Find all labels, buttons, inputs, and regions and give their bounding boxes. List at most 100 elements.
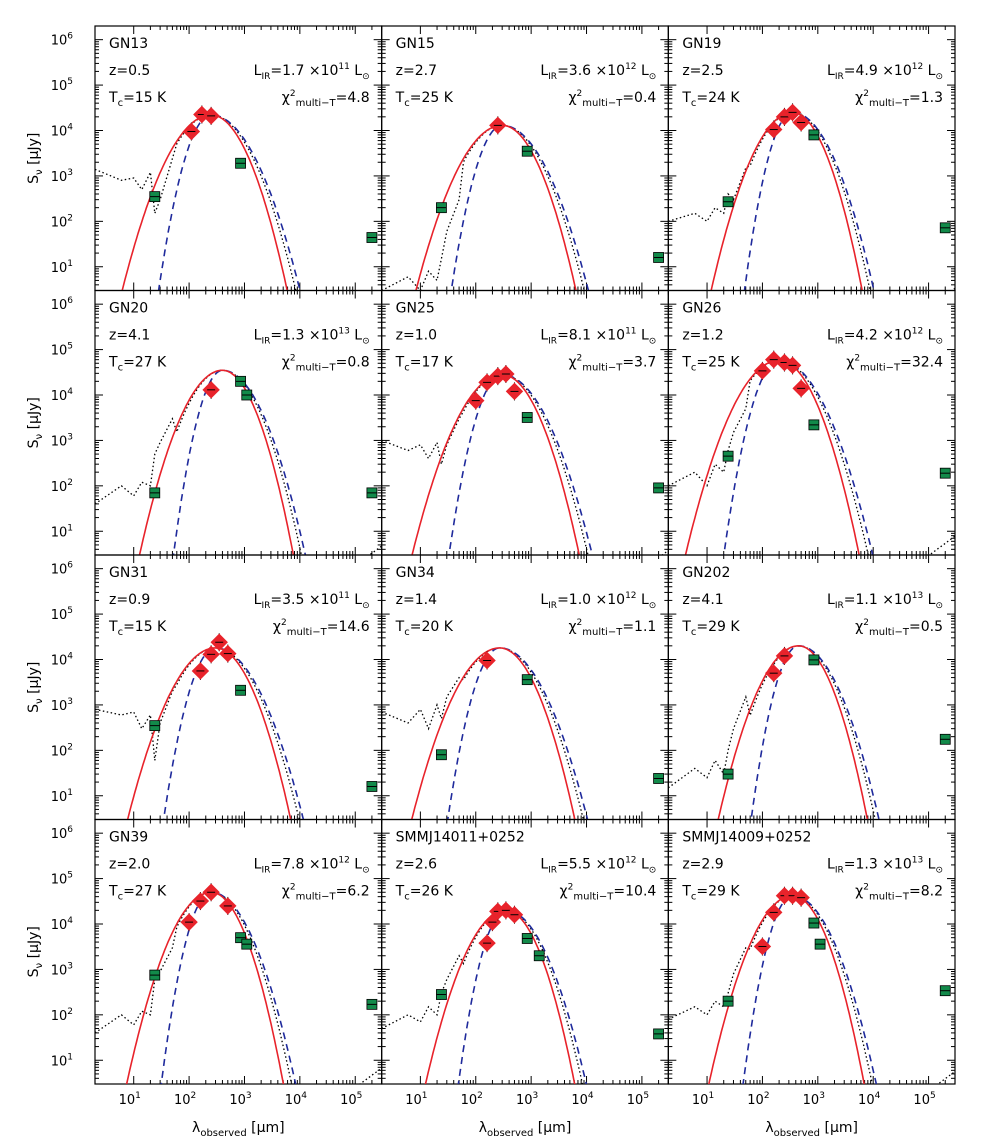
x-tick-label: 104 [858, 1091, 881, 1108]
panel-name: GN20 [109, 301, 148, 317]
panel-gn19: GN19 z=2.5 Tc=24 K LIR=4.9 ×1012 L⊙ χ2multi−… [667, 25, 956, 292]
chi-square-label: χ2multi−T=6.2 [282, 883, 370, 903]
template-curve [381, 374, 669, 555]
chi-square-label: χ2multi−T=0.4 [568, 89, 656, 109]
plot-area [381, 365, 669, 555]
powerlaw-curve [121, 114, 289, 291]
plot-area [668, 644, 951, 820]
y-axis-label: Sν [μJy] [26, 397, 45, 448]
panel-gn31: GN31 z=0.9 Tc=15 K LIR=3.5 ×1011 L⊙ χ2multi−… [51, 554, 383, 821]
x-tick-label: 103 [229, 1091, 251, 1108]
chi-square-label: χ2multi−T=0.8 [282, 354, 370, 374]
panel-name: GN202 [682, 565, 730, 581]
panel-name: GN25 [396, 301, 435, 317]
template-curve [668, 895, 955, 1084]
redshift-label: z=4.1 [682, 592, 723, 608]
greybody-curve [157, 114, 301, 291]
panel-smmj14011+0252: SMMJ14011+0252 z=2.6 Tc=26 K LIR=5.5 ×1012 … [381, 818, 669, 1108]
chi-square-label: χ2multi−T=0.5 [855, 618, 943, 638]
temperature-label: Tc=15 K [108, 619, 167, 638]
chi-square-label: χ2multi−T=32.4 [846, 354, 943, 374]
y-tick-label: 103 [51, 432, 73, 449]
plot-area [95, 883, 382, 1084]
temperature-label: Tc=15 K [108, 90, 167, 109]
powerlaw-curve [710, 111, 864, 291]
redshift-label: z=2.6 [396, 857, 437, 873]
greybody-curve [457, 909, 588, 1084]
powerlaw-curve [684, 359, 860, 555]
plot-area [381, 116, 664, 291]
plot-area [95, 369, 382, 555]
panel-name: SMMJ14009+0252 [682, 830, 811, 846]
redshift-label: z=0.5 [109, 63, 150, 79]
panel-gn26: GN26 z=1.2 Tc=25 K LIR=4.2 ×1012 L⊙ χ2multi−… [667, 289, 956, 556]
y-tick-label: 106 [51, 32, 74, 49]
panel-grid: GN13 z=0.5 Tc=15 K LIR=1.7 ×1011 L⊙ χ2multi−… [51, 25, 956, 1108]
redshift-label: z=1.4 [396, 592, 437, 608]
redshift-label: z=2.5 [682, 63, 723, 79]
powerlaw-curve [126, 647, 292, 820]
y-tick-label: 105 [51, 77, 73, 94]
panel-name: GN19 [682, 36, 721, 52]
x-tick-label: 102 [461, 1091, 483, 1108]
template-curve [668, 645, 876, 820]
y-tick-label: 102 [51, 1007, 73, 1024]
powerlaw-curve [125, 891, 285, 1084]
plot-area [95, 105, 382, 291]
temperature-label: Tc=29 K [681, 619, 740, 638]
panel-gn15: GN15 z=2.7 Tc=25 K LIR=3.6 ×1012 L⊙ χ2multi−… [381, 25, 669, 292]
panel-name: GN26 [682, 301, 721, 317]
template-curve [95, 114, 382, 291]
y-tick-label: 106 [51, 825, 74, 842]
redshift-label: z=4.1 [109, 328, 150, 344]
y-tick-label: 103 [51, 697, 73, 714]
y-tick-label: 105 [51, 606, 73, 623]
chi-square-label: χ2multi−T=14.6 [273, 618, 370, 638]
chi-square-label: χ2multi−T=8.2 [855, 883, 943, 903]
y-axis-label: Sν [μJy] [26, 133, 45, 184]
plot-area [381, 647, 664, 820]
y-tick-label: 104 [51, 123, 74, 140]
luminosity-label: LIR=1.3 ×1013 L⊙ [827, 856, 943, 876]
chi-square-label: χ2multi−T=4.8 [282, 89, 370, 109]
y-tick-label: 101 [51, 259, 73, 276]
x-tick-label: 101 [692, 1091, 714, 1108]
plot-area [668, 103, 955, 291]
temperature-label: Tc=29 K [681, 884, 740, 903]
chi-square-label: χ2multi−T=10.4 [560, 883, 657, 903]
plot-area [668, 886, 955, 1084]
plot-area [95, 633, 378, 820]
temperature-label: Tc=27 K [108, 355, 167, 374]
x-axis-label: λobserved [μm] [192, 1120, 285, 1139]
powerlaw-curve [717, 644, 869, 820]
panel-name: GN13 [109, 36, 148, 52]
x-tick-label: 103 [516, 1091, 538, 1108]
panel-name: SMMJ14011+0252 [396, 830, 525, 846]
panel-gn13: GN13 z=0.5 Tc=15 K LIR=1.7 ×1011 L⊙ χ2multi−… [51, 25, 383, 292]
redshift-label: z=2.9 [682, 857, 723, 873]
panel-name: GN39 [109, 830, 148, 846]
temperature-label: Tc=24 K [681, 90, 740, 109]
redshift-label: z=0.9 [109, 592, 150, 608]
temperature-label: Tc=25 K [395, 90, 454, 109]
plot-area [668, 350, 955, 555]
powerlaw-curve [411, 373, 581, 555]
x-tick-label: 101 [119, 1091, 141, 1108]
x-axis-label: λobserved [μm] [765, 1120, 858, 1139]
y-tick-label: 105 [51, 871, 73, 888]
luminosity-label: LIR=1.0 ×1012 L⊙ [540, 591, 656, 611]
y-tick-label: 102 [51, 478, 73, 495]
temperature-label: Tc=25 K [681, 355, 740, 374]
x-tick-label: 105 [627, 1091, 649, 1108]
y-tick-label: 106 [51, 561, 74, 578]
luminosity-label: LIR=4.9 ×1012 L⊙ [827, 62, 943, 82]
luminosity-label: LIR=3.6 ×1012 L⊙ [540, 62, 656, 82]
redshift-label: z=2.0 [109, 857, 150, 873]
greybody-curve [450, 124, 590, 291]
x-tick-label: 101 [405, 1091, 427, 1108]
chi-square-label: χ2multi−T=3.7 [568, 354, 656, 374]
redshift-label: z=2.7 [396, 63, 437, 79]
powerlaw-curve [138, 369, 295, 555]
axis-labels: Sν [μJy] Sν [μJy] Sν [μJy] Sν [μJy] λobserve… [26, 133, 858, 1139]
panel-name: GN15 [396, 36, 435, 52]
